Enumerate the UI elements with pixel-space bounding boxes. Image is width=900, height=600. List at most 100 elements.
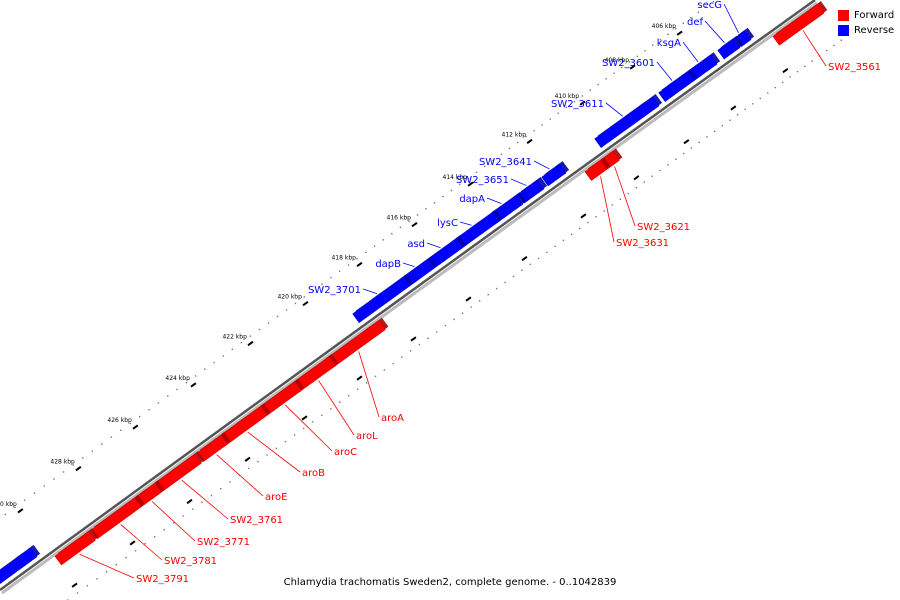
minor-tick [690,16,692,19]
gene-leader-line [426,242,441,249]
gene-sw2-3781[interactable]: SW2_3781 [90,494,217,567]
gene-leader-line [459,221,472,226]
minor-tick [825,49,828,52]
tick-mark-upper [356,261,363,267]
minor-tick [659,169,661,172]
minor-tick [589,89,592,92]
gene-sw2-3611[interactable]: SW2_3611 [551,94,663,149]
gene-label: secG [697,0,722,11]
gene-label: lysC [437,218,458,229]
tick-label: 422 kbp [222,334,247,341]
gene-sw2-3701[interactable]: SW2_3701 [308,273,414,324]
minor-tick [101,443,103,445]
minor-tick [249,335,252,337]
minor-tick [172,522,175,524]
tick-mark-lower [410,336,417,342]
gene-sw2-3791[interactable]: SW2_3791 [54,528,189,585]
minor-tick [302,427,305,430]
minor-tick [736,113,739,116]
minor-tick [425,208,427,210]
minor-tick [347,264,350,266]
gene-block [152,453,202,495]
minor-tick [157,402,160,404]
tick-mark-upper [302,301,309,307]
tick-mark-lower [782,67,789,74]
gene-sw2-3621[interactable]: SW2_3621 [600,148,690,234]
gene-block [259,381,302,417]
minor-tick [24,499,26,501]
backbone-shadow [1,1,818,595]
gene-label: dapB [375,259,401,270]
gene-dapb[interactable]: dapB [375,256,438,287]
minor-tick [163,528,166,531]
minor-tick [570,233,573,236]
gene-label: aroA [381,413,404,424]
gene-secg[interactable]: secG [697,0,755,48]
minor-tick [495,287,498,290]
minor-tick [356,257,358,260]
gene-sw2-3641[interactable]: SW2_3641 [479,157,570,187]
gene-leader-line [486,197,502,204]
gene-leader-line [656,61,673,81]
gene-leader-line [600,176,615,243]
minor-tick [338,401,341,404]
gene-def[interactable]: def [687,17,744,60]
minor-tick [833,44,835,47]
minor-tick [383,369,386,371]
gene-label: aroB [302,468,325,479]
minor-tick [409,350,412,352]
minor-tick [258,328,261,331]
gene-sw2-3761[interactable]: SW2_3761 [152,451,283,526]
gene-asd[interactable]: asd [407,235,467,270]
genome-caption: Chlamydia trachomatis Sweden2, complete … [283,577,617,588]
tick-mark-lower [186,498,193,505]
tick-mark-lower [730,105,737,111]
gene-ksga[interactable]: ksgA [657,38,721,82]
minor-tick [706,135,708,138]
tick-mark-lower [683,139,690,145]
gene-block [717,38,741,60]
minor-tick [222,355,224,357]
tick-mark-lower [356,375,363,381]
gene-block [218,405,268,447]
minor-tick [682,152,685,155]
minor-tick [401,356,403,358]
minor-tick [194,375,197,377]
minor-tick [597,83,599,86]
gene-block [517,179,545,204]
minor-tick [185,381,188,384]
gene-sw2-3601[interactable]: SW2_3601 [602,58,698,102]
minor-tick [76,592,79,594]
minor-tick [86,585,89,587]
minor-tick [330,407,332,410]
gene-arol[interactable]: aroL [292,354,378,442]
minor-tick [562,239,565,242]
minor-tick [148,408,150,411]
gene-lysc[interactable]: lysC [437,209,503,251]
gene-sw2-3631[interactable]: SW2_3631 [584,157,669,249]
gene-aroe[interactable]: aroE [196,432,288,503]
minor-tick [627,192,630,195]
minor-tick [138,415,141,418]
gene-sw2-3561[interactable]: SW2_3561 [772,1,881,73]
minor-tick [557,112,560,115]
gene-leader-line [362,288,378,295]
gene-arob[interactable]: aroB [218,403,325,479]
minor-tick [804,65,806,68]
legend-label-forward: Forward [854,10,895,21]
gene-sw2-3651[interactable]: SW2_3651 [456,175,548,204]
gene-label: aroE [265,492,287,503]
gene-label: def [687,17,704,28]
minor-tick [247,467,250,470]
minor-tick [492,159,494,162]
gene-aroc[interactable]: aroC [259,378,357,458]
minor-tick [62,471,65,473]
minor-tick [285,309,288,311]
minor-tick [840,39,843,42]
gene-aroa[interactable]: aroA [322,317,404,424]
minor-tick [43,485,46,487]
gene-label: dapA [459,194,485,205]
tick-mark-lower [301,415,308,421]
